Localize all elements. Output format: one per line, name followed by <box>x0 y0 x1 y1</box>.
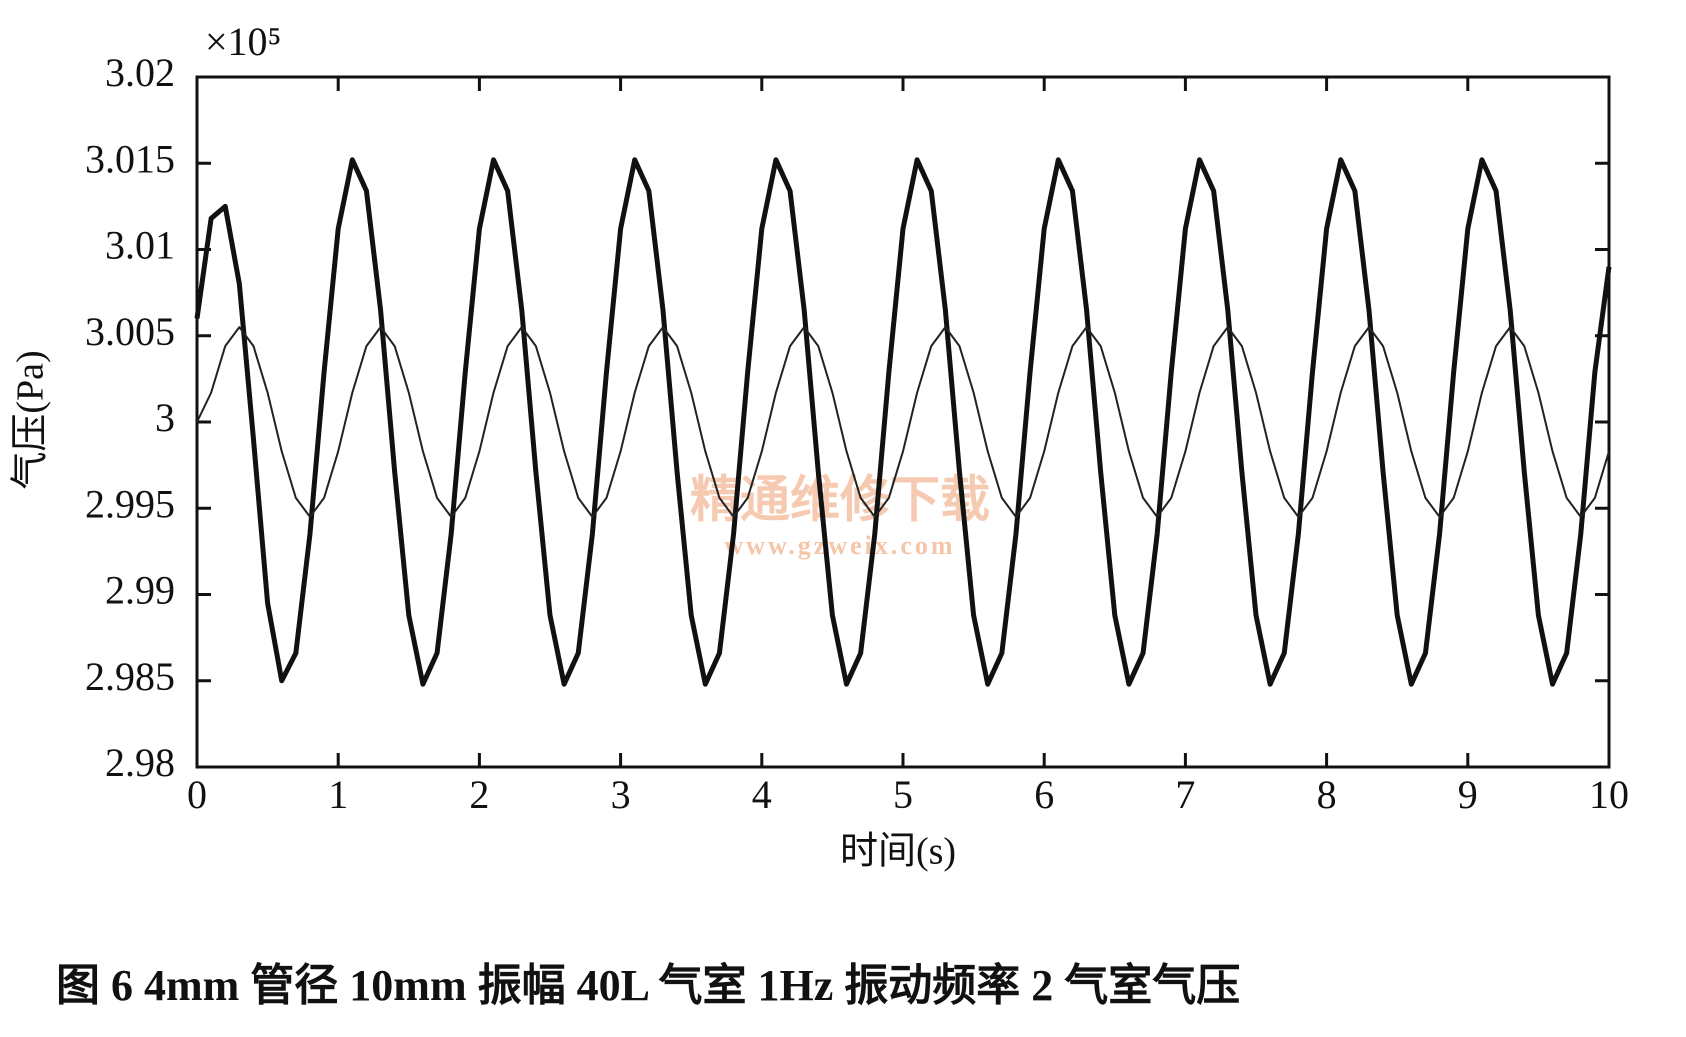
watermark-url: www.gzweix.com <box>724 531 955 560</box>
y-tick-label: 3.015 <box>85 136 175 181</box>
x-tick-label: 0 <box>187 772 207 817</box>
y-axis-title: 气压(Pa) <box>10 350 52 489</box>
series-line <box>196 326 1610 518</box>
x-tick-label: 10 <box>1589 772 1629 817</box>
x-tick-label: 7 <box>1175 772 1195 817</box>
x-axis-title: 时间(s) <box>840 831 956 873</box>
y-tick-label: 3.005 <box>85 309 175 354</box>
y-tick-label: 2.99 <box>105 568 175 613</box>
x-tick-label: 5 <box>893 772 913 817</box>
y-tick-label: 2.985 <box>85 654 175 699</box>
y-tick-label: 2.995 <box>85 481 175 526</box>
x-tick-label: 4 <box>752 772 772 817</box>
y-tick-label: 3.02 <box>105 50 175 95</box>
x-tick-label: 8 <box>1317 772 1337 817</box>
y-multiplier: ×10⁵ <box>205 19 282 64</box>
series-line <box>194 157 1612 687</box>
y-tick-label: 2.98 <box>105 740 175 785</box>
x-tick-label: 6 <box>1034 772 1054 817</box>
x-tick-label: 9 <box>1458 772 1478 817</box>
x-tick-label: 3 <box>611 772 631 817</box>
caption: 图 6 4mm 管径 10mm 振幅 40L 气室 1Hz 振动频率 2 气室气… <box>56 960 1240 1010</box>
y-tick-label: 3.01 <box>105 223 175 268</box>
plot-frame <box>195 75 1611 769</box>
x-tick-label: 2 <box>469 772 489 817</box>
y-tick-label: 3 <box>155 395 175 440</box>
x-tick-label: 1 <box>328 772 348 817</box>
